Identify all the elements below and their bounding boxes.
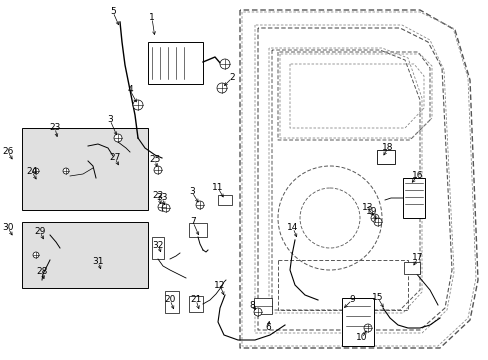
Text: 7: 7: [190, 217, 196, 226]
Text: 29: 29: [34, 228, 45, 237]
Bar: [189, 296, 203, 312]
Bar: [22, 222, 148, 288]
Bar: [253, 298, 271, 314]
Text: 1: 1: [149, 13, 155, 22]
Text: 33: 33: [156, 194, 167, 202]
Text: 6: 6: [264, 324, 270, 333]
Text: 4: 4: [127, 85, 133, 94]
Bar: [403, 262, 419, 274]
Text: 2: 2: [229, 73, 234, 82]
Circle shape: [33, 168, 39, 174]
Text: 17: 17: [411, 253, 423, 262]
Circle shape: [196, 201, 203, 209]
Circle shape: [158, 203, 165, 211]
Text: 3: 3: [107, 116, 113, 125]
Text: 27: 27: [109, 153, 121, 162]
Text: 15: 15: [371, 293, 383, 302]
Circle shape: [220, 59, 229, 69]
Circle shape: [217, 83, 226, 93]
Text: 5: 5: [110, 8, 116, 17]
Bar: [148, 42, 203, 84]
Circle shape: [373, 218, 381, 226]
Bar: [218, 195, 231, 205]
Text: 13: 13: [362, 203, 373, 212]
Circle shape: [133, 100, 142, 110]
Bar: [189, 223, 206, 237]
Circle shape: [363, 324, 371, 332]
Bar: [164, 291, 179, 313]
Text: 16: 16: [411, 171, 423, 180]
Text: 8: 8: [248, 301, 254, 310]
Text: 24: 24: [26, 167, 38, 176]
Text: 23: 23: [49, 123, 61, 132]
Circle shape: [253, 308, 262, 316]
Text: 28: 28: [36, 267, 48, 276]
Text: 10: 10: [356, 333, 367, 342]
Text: 19: 19: [366, 207, 377, 216]
Text: 21: 21: [190, 296, 201, 305]
Text: 3: 3: [189, 188, 195, 197]
Text: 18: 18: [382, 144, 393, 153]
Text: 14: 14: [287, 224, 298, 233]
Bar: [278, 260, 407, 310]
Text: 11: 11: [212, 184, 224, 193]
Text: 12: 12: [214, 280, 225, 289]
Circle shape: [114, 134, 122, 142]
Text: 30: 30: [2, 224, 14, 233]
Text: 20: 20: [164, 296, 175, 305]
Bar: [152, 237, 163, 259]
Circle shape: [370, 214, 378, 222]
Text: 32: 32: [152, 240, 163, 249]
Text: 9: 9: [348, 296, 354, 305]
Bar: [376, 150, 394, 164]
Circle shape: [154, 166, 162, 174]
Bar: [22, 128, 148, 210]
Circle shape: [33, 252, 39, 258]
Bar: [402, 178, 424, 218]
Text: 22: 22: [152, 190, 163, 199]
Circle shape: [162, 204, 170, 212]
Circle shape: [63, 168, 69, 174]
Text: 25: 25: [149, 156, 161, 165]
Text: 31: 31: [92, 257, 103, 266]
Text: 26: 26: [2, 148, 14, 157]
Bar: [341, 298, 373, 346]
